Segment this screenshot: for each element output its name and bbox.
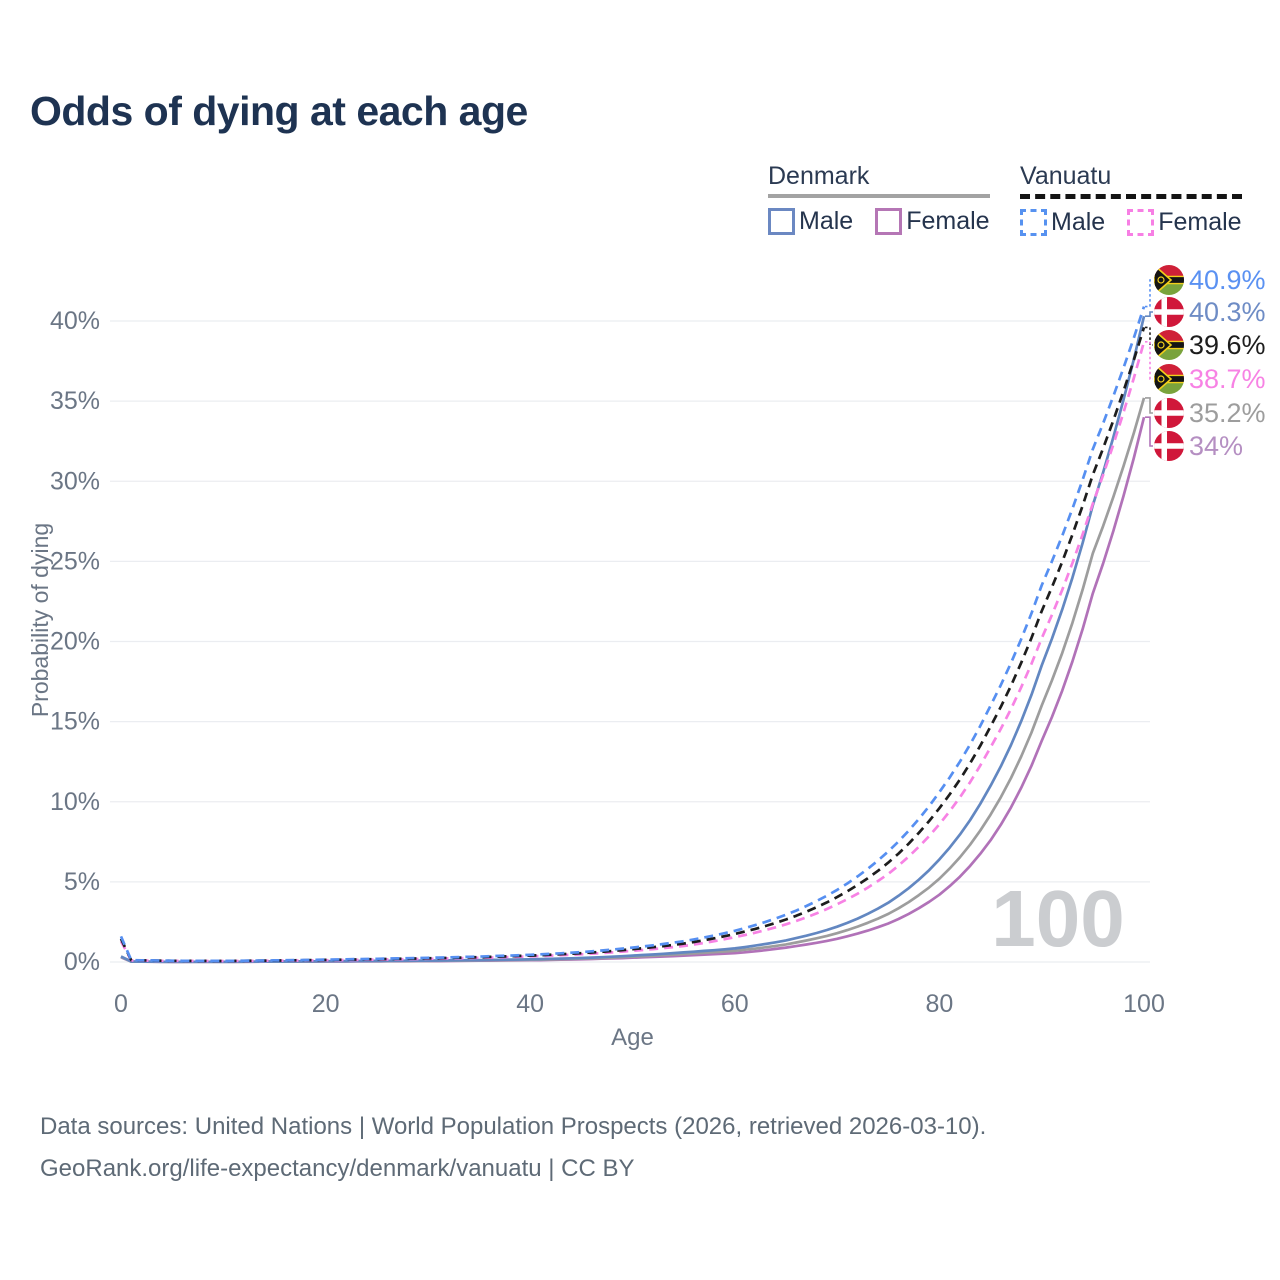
vanuatu-flag-icon — [1154, 330, 1184, 360]
y-tick-label: 20% — [50, 628, 100, 656]
x-tick-label: 0 — [114, 990, 128, 1018]
legend-vanuatu-header[interactable]: Vanuatu — [1020, 162, 1112, 190]
end-label-leader-denmark-male — [1145, 311, 1153, 317]
vanuatu-flag-emblem — [1157, 375, 1165, 383]
legend-denmark-line-sample — [768, 194, 990, 198]
legend-denmark-female-swatch[interactable] — [875, 208, 903, 235]
legend-vanuatu-female-label[interactable]: Female — [1158, 208, 1242, 236]
end-label-leader-denmark-both — [1145, 397, 1153, 414]
vanuatu-flag-icon — [1154, 364, 1184, 394]
legend-denmark-header[interactable]: Denmark — [768, 162, 870, 190]
legend-vanuatu-male-label[interactable]: Male — [1051, 208, 1106, 236]
vanuatu-flag-triangle — [1154, 265, 1173, 295]
series-line-vanuatu-male[interactable] — [119, 306, 1146, 963]
legend-denmark-male-swatch[interactable] — [768, 208, 795, 235]
y-tick-label: 40% — [50, 307, 100, 335]
x-tick-label: 80 — [925, 990, 953, 1018]
footer-data-sources: Data sources: United Nations | World Pop… — [40, 1113, 987, 1140]
denmark-flag-icon — [1154, 297, 1184, 327]
denmark-flag-cross-h — [1154, 410, 1184, 416]
y-tick-label: 30% — [50, 467, 100, 495]
denmark-flag-cross-h — [1154, 309, 1184, 315]
y-tick-label: 15% — [50, 708, 100, 736]
y-tick-label: 0% — [64, 948, 100, 976]
vanuatu-flag-emblem — [1157, 341, 1165, 349]
y-tick-label: 10% — [50, 788, 100, 816]
denmark-flag-icon — [1154, 431, 1184, 461]
x-tick-label: 20 — [312, 990, 340, 1018]
x-tick-label: 60 — [721, 990, 749, 1018]
denmark-flag-cross-h — [1154, 443, 1184, 449]
legend-denmark-male-label[interactable]: Male — [799, 207, 854, 235]
vanuatu-flag-emblem — [1157, 276, 1165, 284]
x-tick-label: 40 — [516, 990, 544, 1018]
chart-plot-area[interactable]: 100 0% 5% 10% 15% 20% 25% 30% 35% 40% 0 20 40 60 80 100… — [0, 240, 1280, 1080]
legend-vanuatu-male-swatch[interactable] — [1020, 209, 1047, 236]
legend-group-vanuatu: Vanuatu Male Female — [1020, 162, 1242, 237]
legend-vanuatu-female-swatch[interactable] — [1127, 209, 1155, 236]
y-tick-label: 5% — [64, 868, 100, 896]
legend-denmark-female-label[interactable]: Female — [906, 207, 990, 235]
y-tick-label: 35% — [50, 387, 100, 415]
end-label-vanuatu-male: 40.9% — [1189, 265, 1266, 295]
age-counter-watermark: 100 — [991, 874, 1124, 963]
end-label-denmark-male: 40.3% — [1189, 297, 1266, 327]
chart-title: Odds of dying at each age — [30, 88, 528, 134]
vanuatu-flag-triangle — [1154, 330, 1173, 360]
denmark-flag-icon — [1154, 398, 1184, 428]
end-label-leader-vanuatu-female — [1145, 341, 1153, 380]
vanuatu-flag-triangle — [1154, 364, 1173, 394]
y-tick-label: 25% — [50, 547, 100, 575]
end-label-leader-denmark-female — [1145, 416, 1153, 447]
series-line-vanuatu-female[interactable] — [119, 341, 1146, 963]
end-label-denmark-both: 35.2% — [1189, 398, 1266, 428]
x-axis-title: Age — [611, 1024, 654, 1051]
x-tick-label: 100 — [1123, 990, 1165, 1018]
end-label-leader-vanuatu-male — [1145, 279, 1153, 308]
footer-attribution-link: GeoRank.org/life-expectancy/denmark/vanu… — [40, 1155, 635, 1182]
end-label-denmark-female: 34% — [1189, 431, 1243, 461]
y-axis-title: Probability of dying — [27, 523, 53, 717]
end-label-vanuatu-female: 38.7% — [1189, 364, 1266, 394]
end-label-leader-vanuatu-both — [1145, 326, 1153, 346]
footer: Data sources: United Nations | World Pop… — [40, 1106, 986, 1190]
legend-vanuatu-line-sample — [1020, 194, 1242, 199]
end-label-vanuatu-both: 39.6% — [1189, 330, 1266, 360]
vanuatu-flag-icon — [1154, 265, 1184, 295]
legend-group-denmark: Denmark Male Female — [768, 162, 990, 236]
series-line-vanuatu-both[interactable] — [119, 326, 1146, 963]
series-line-denmark-male[interactable] — [120, 315, 1146, 964]
